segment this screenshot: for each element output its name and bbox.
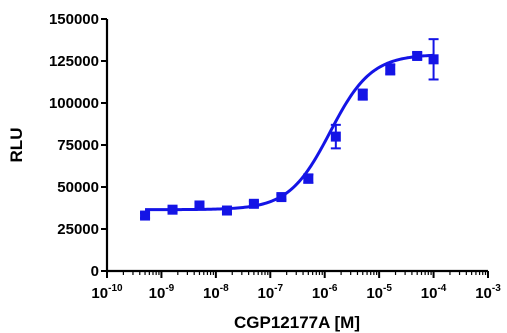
x-axis-label: CGP12177A [M] (234, 313, 360, 332)
y-tick-label: 50000 (57, 179, 99, 196)
x-tick-exponent: -9 (165, 283, 174, 294)
x-tick-base: 10 (257, 285, 274, 302)
x-tick-label: 10-5 (366, 283, 392, 302)
data-point (330, 131, 341, 142)
y-tick-label: 125000 (49, 53, 99, 70)
data-point (248, 198, 259, 209)
data-point (221, 205, 232, 216)
x-tick-base: 10 (421, 285, 438, 302)
x-tick-exponent: -7 (274, 283, 283, 294)
data-point (412, 50, 423, 61)
y-tick-label: 150000 (49, 11, 99, 28)
y-tick-label: 0 (91, 263, 99, 280)
x-tick-exponent: -4 (437, 283, 446, 294)
y-tick-label: 25000 (57, 221, 99, 238)
x-tick-exponent: -6 (329, 283, 338, 294)
x-tick-label: 10-7 (257, 283, 283, 302)
data-point (428, 54, 439, 65)
x-tick-exponent: -5 (383, 283, 392, 294)
x-tick-base: 10 (203, 285, 220, 302)
y-tick-label: 75000 (57, 137, 99, 154)
data-point (303, 173, 314, 184)
fit-curve (145, 53, 434, 212)
data-point (140, 210, 151, 221)
x-tick-label: 10-6 (312, 283, 338, 302)
fit-curve-layer (145, 53, 434, 212)
x-tick-label: 10-10 (91, 283, 123, 302)
x-tick-label: 10-3 (475, 283, 501, 302)
x-tick-exponent: -3 (492, 283, 501, 294)
x-tick-label: 10-8 (203, 283, 229, 302)
data-point (385, 64, 396, 75)
data-point (357, 89, 368, 100)
data-point (276, 192, 287, 203)
y-tick-label: 100000 (49, 95, 99, 112)
x-tick-label: 10-4 (421, 283, 447, 302)
x-tick-base: 10 (312, 285, 329, 302)
data-points-layer (140, 38, 439, 221)
x-tick-label: 10-9 (149, 283, 175, 302)
y-axis-label: RLU (7, 128, 26, 163)
x-tick-exponent: -10 (108, 283, 123, 294)
x-tick-base: 10 (366, 285, 383, 302)
x-tick-base: 10 (475, 285, 492, 302)
data-point (167, 204, 178, 215)
data-point (194, 200, 205, 211)
x-tick-base: 10 (149, 285, 166, 302)
x-tick-base: 10 (91, 285, 108, 302)
x-tick-exponent: -8 (220, 283, 229, 294)
